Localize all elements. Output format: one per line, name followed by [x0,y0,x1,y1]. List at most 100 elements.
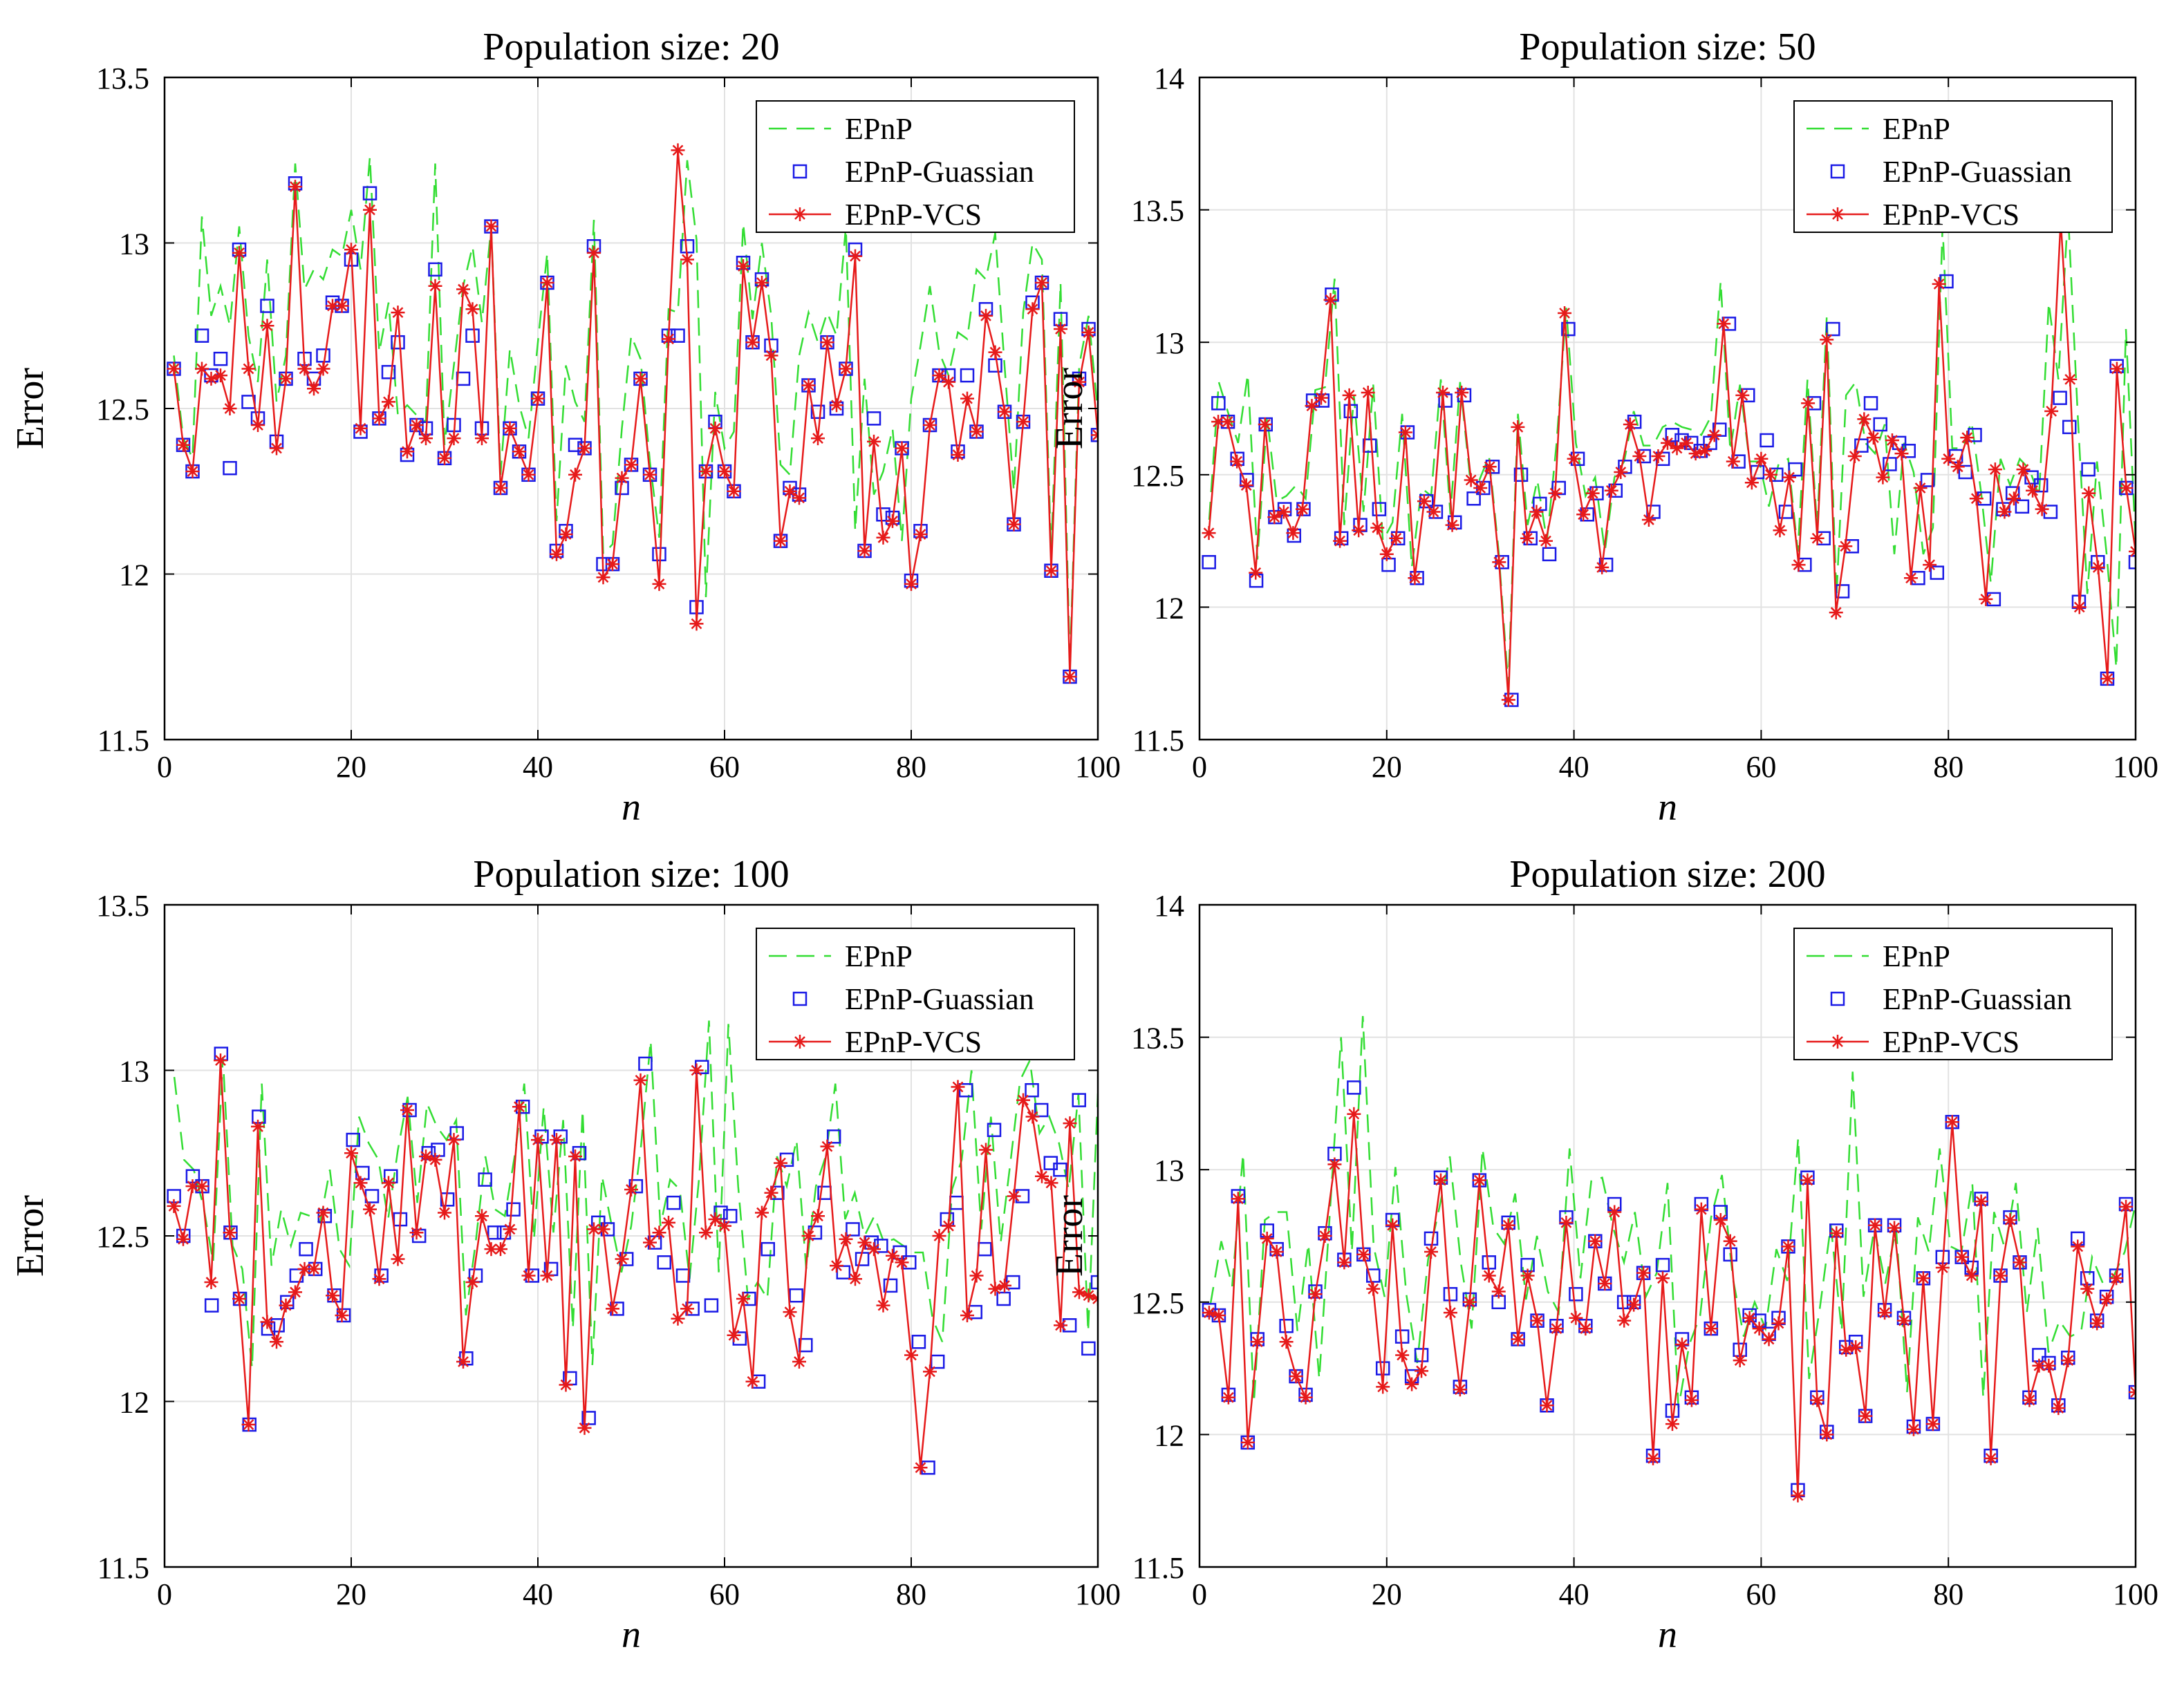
marker-vcs [1887,1221,1902,1235]
marker-vcs [512,1100,526,1114]
marker-vcs [1896,1313,1911,1328]
marker-vcs [1323,292,1338,307]
legend-swatch-vcs-marker [1831,1035,1845,1049]
marker-vcs [1752,1322,1766,1336]
marker-gaussian [704,1298,719,1313]
marker-vcs [1482,1268,1496,1283]
marker-gaussian [1863,396,1878,411]
marker-vcs [923,417,937,432]
marker-vcs [260,1315,274,1329]
chart-title: Population size: 20 [483,26,779,68]
series-epnp-line [1209,1015,2136,1409]
marker-gaussian [223,460,237,476]
marker-vcs [811,1209,825,1223]
y-tick-label: 13.5 [1131,1022,1184,1055]
y-tick-label: 11.5 [1132,1551,1184,1585]
marker-vcs [1707,428,1721,442]
marker-vcs [577,441,592,456]
marker-vcs [1735,388,1750,402]
marker-vcs [1723,1234,1737,1248]
marker-gaussian [428,262,442,277]
marker-vcs [176,1232,190,1246]
marker-vcs [1250,1335,1264,1349]
marker-vcs [2026,483,2040,498]
marker-vcs [1044,1176,1058,1190]
marker-vcs [624,1182,638,1196]
marker-vcs [521,467,536,482]
marker-gaussian [1703,435,1717,451]
marker-vcs [727,484,741,498]
marker-gaussian [204,1298,219,1313]
marker-vcs [2006,491,2021,506]
marker-gaussian [1778,505,1793,519]
marker-vcs [998,1278,1011,1293]
marker-vcs [1549,1322,1564,1336]
marker-vcs [1511,420,1525,434]
marker-vcs [671,1311,685,1326]
marker-vcs [241,1418,256,1432]
marker-vcs [820,335,834,350]
marker-vcs [1445,518,1459,532]
marker-vcs [419,431,433,446]
marker-vcs [232,245,246,260]
marker-gaussian [1381,557,1396,572]
marker-gaussian [1569,1287,1583,1302]
marker-vcs [1540,1398,1554,1413]
marker-vcs [1694,1202,1708,1217]
marker-vcs [969,1268,984,1283]
x-tick-label: 60 [1746,750,1776,784]
marker-vcs [745,1374,760,1389]
marker-vcs [652,576,666,591]
marker-vcs [801,1229,816,1243]
marker-gaussian [1901,444,1916,458]
marker-gaussian [911,1335,926,1349]
marker-vcs [1333,534,1347,548]
marker-vcs [288,1285,302,1299]
marker-vcs [867,434,881,449]
marker-vcs [689,1063,704,1078]
marker-vcs [774,1156,787,1170]
y-tick-label: 13.5 [96,62,149,95]
y-tick-label: 12.5 [1131,459,1184,493]
marker-gaussian [1826,321,1840,337]
series-group [167,1020,1098,1475]
marker-vcs [1473,480,1488,495]
marker-gaussian [1948,449,1963,464]
marker-vcs [1614,464,1628,479]
marker-vcs [409,1226,424,1240]
x-tick-label: 0 [157,1577,172,1611]
series-group [1202,212,2136,707]
x-tick-label: 20 [336,750,366,784]
marker-gaussian [2081,462,2096,477]
marker-vcs [1395,1348,1410,1362]
legend-box [756,100,1075,233]
marker-vcs [1286,526,1300,541]
marker-vcs [1578,1322,1593,1336]
marker-vcs [2035,502,2049,516]
marker-vcs [316,362,330,376]
grid [1200,905,2136,1567]
marker-vcs [307,382,321,396]
legend: EPnP EPnP-Guassian EPnP-VCS [1793,928,2113,1060]
marker-vcs [1984,1451,1998,1465]
marker-vcs [633,371,648,386]
marker-gaussian [638,1056,653,1071]
marker-vcs [1492,555,1506,570]
marker-vcs [764,1185,778,1200]
marker-vcs [857,543,872,558]
marker-vcs [699,1226,713,1240]
marker-vcs [1054,1318,1067,1333]
marker-vcs [568,1149,582,1164]
marker-vcs [1054,322,1067,337]
x-tick-label: 100 [1075,1577,1121,1611]
marker-vcs [839,1232,853,1246]
marker-gaussian [316,348,330,363]
marker-vcs [969,424,984,439]
marker-vcs [680,1302,694,1316]
legend-label: EPnP-Guassian [1883,982,2072,1016]
marker-vcs [2080,1282,2095,1296]
marker-vcs [1632,449,1647,463]
marker-vcs [344,243,358,257]
marker-vcs [1988,462,2002,477]
marker-vcs [913,1461,928,1475]
